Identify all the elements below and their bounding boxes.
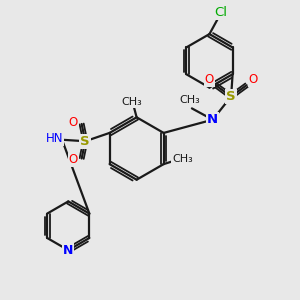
- Text: O: O: [248, 74, 258, 86]
- Text: CH₃: CH₃: [179, 95, 200, 105]
- Text: CH₃: CH₃: [121, 97, 142, 107]
- Text: HN: HN: [46, 132, 64, 146]
- Text: Cl: Cl: [214, 6, 227, 19]
- Text: N: N: [63, 244, 74, 257]
- Text: O: O: [205, 74, 214, 86]
- Text: O: O: [69, 116, 78, 129]
- Text: O: O: [69, 154, 78, 166]
- Text: S: S: [80, 135, 90, 148]
- Text: N: N: [207, 113, 218, 126]
- Text: CH₃: CH₃: [172, 154, 193, 164]
- Text: S: S: [226, 90, 236, 103]
